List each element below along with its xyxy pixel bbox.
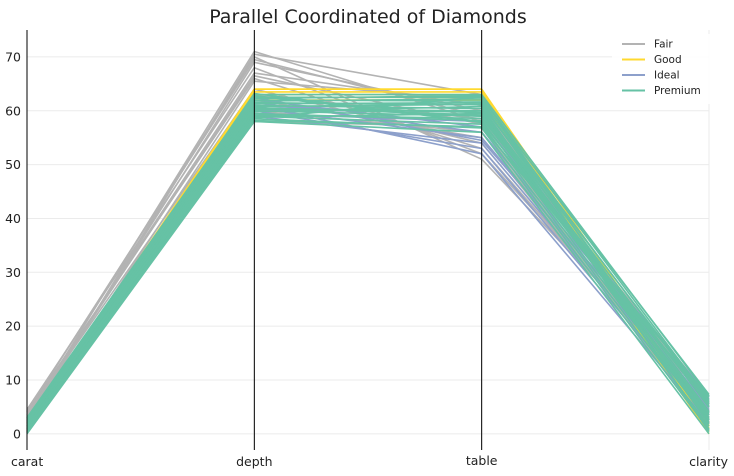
axes [26, 30, 483, 450]
y-tick-label: 30 [5, 265, 21, 280]
axis-labels: carat depth table clarity [11, 453, 729, 469]
series-ideal [26, 96, 710, 434]
series-line-fair [26, 58, 710, 412]
y-tick-label: 60 [5, 103, 21, 118]
chart-title: Parallel Coordinated of Diamonds [209, 6, 527, 28]
legend-label-fair: Fair [654, 39, 673, 51]
legend: Fair Good Ideal Premium [612, 34, 712, 104]
series-line-ideal [26, 99, 710, 432]
axis-label-table: table [466, 453, 498, 468]
legend-label-good: Good [654, 54, 682, 66]
legend-background [612, 34, 712, 104]
series-line-fair [26, 75, 710, 423]
y-tick-label: 40 [5, 211, 21, 226]
axis-label-clarity: clarity [689, 454, 729, 469]
axis-label-depth: depth [236, 454, 272, 469]
series-line-premium [26, 96, 710, 422]
grid [27, 30, 710, 450]
series-line-premium [26, 103, 710, 427]
series-line-ideal [26, 96, 710, 434]
y-tick-label: 70 [5, 49, 21, 64]
axis-label-carat: carat [11, 454, 43, 469]
y-tick-label: 20 [5, 319, 21, 334]
legend-label-premium: Premium [654, 85, 701, 97]
legend-label-ideal: Ideal [654, 70, 680, 82]
y-tick-label: 0 [13, 426, 21, 441]
y-tick-label: 50 [5, 157, 21, 172]
series-line-premium [26, 120, 710, 435]
y-tick-labels: 0 10 20 30 40 50 60 70 [5, 49, 21, 441]
series-lines [26, 50, 710, 435]
y-tick-label: 10 [5, 373, 21, 388]
series-line-fair [26, 77, 710, 413]
series-premium [26, 92, 710, 435]
series-line-premium [26, 115, 710, 432]
